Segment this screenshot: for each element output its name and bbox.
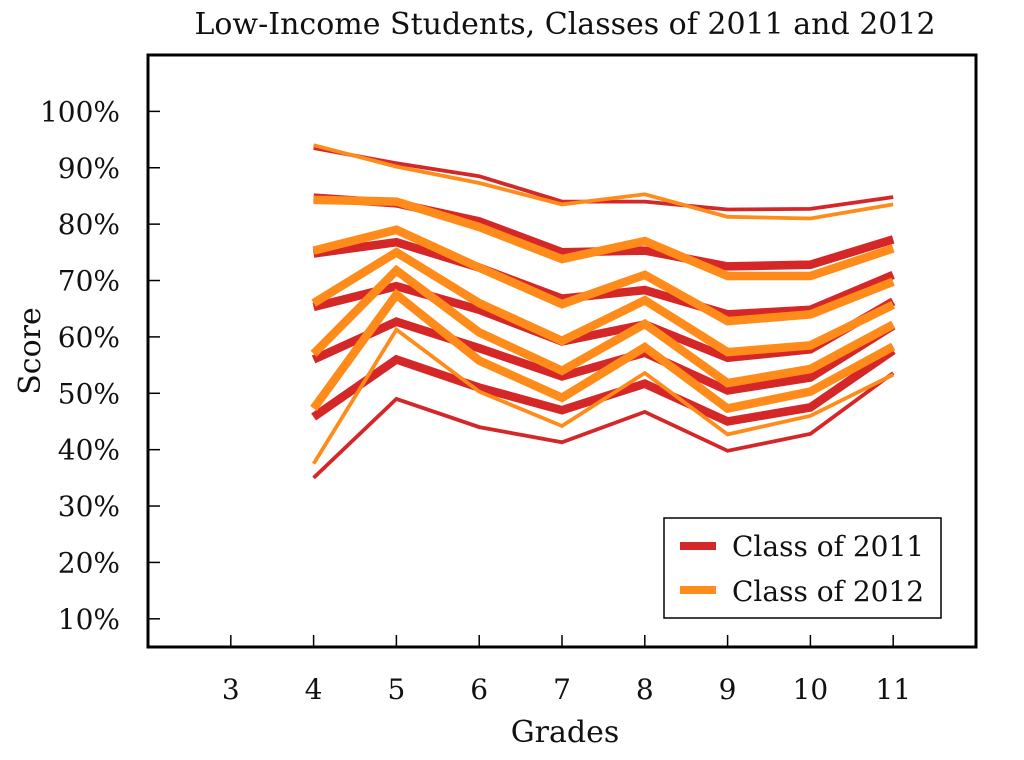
legend-box	[663, 517, 942, 619]
x-tick-label: 7	[553, 673, 571, 706]
x-tick-label: 5	[387, 673, 405, 706]
y-tick-label: 70%	[58, 265, 120, 298]
legend-label-class-2011: Class of 2011	[732, 530, 924, 563]
series-1-line-2	[311, 346, 896, 426]
series-1-line-1	[312, 371, 895, 480]
series-2-line-2	[310, 288, 896, 414]
legend: Class of 2011 Class of 2012	[663, 517, 942, 619]
series-1-line-7	[313, 146, 894, 212]
chart-title: Low-Income Students, Classes of 2011 and…	[194, 7, 935, 42]
series-1-line-5	[313, 237, 895, 319]
x-tick-label: 3	[222, 673, 240, 706]
x-tick-label: 11	[875, 673, 911, 706]
y-axis-label: Score	[13, 307, 48, 395]
y-tick-label: 100%	[40, 95, 120, 128]
y-tick-label: 50%	[58, 377, 120, 410]
y-tick-label: 20%	[58, 546, 120, 579]
series-2-line-6	[313, 195, 895, 281]
x-axis: 3 4 5 6 7 8 9 10 11	[222, 635, 911, 706]
x-tick-label: 9	[719, 673, 737, 706]
series-layer	[310, 143, 896, 480]
series-1-line-3	[311, 317, 896, 395]
series-2-line-1	[311, 326, 895, 465]
y-tick-label: 60%	[58, 321, 120, 354]
series-2-line-7	[313, 143, 894, 221]
y-axis: 10% 20% 30% 40% 50% 60% 70% 80% 90% 100%	[40, 95, 160, 636]
series-2-line-5	[312, 225, 895, 326]
y-tick-label: 10%	[58, 603, 120, 636]
x-axis-label: Grades	[511, 715, 620, 750]
x-tick-label: 6	[470, 673, 488, 706]
y-tick-label: 40%	[58, 434, 120, 467]
legend-label-class-2012: Class of 2012	[732, 575, 924, 608]
y-tick-label: 90%	[58, 152, 120, 185]
x-tick-label: 8	[636, 673, 654, 706]
y-tick-label: 30%	[58, 490, 120, 523]
x-tick-label: 4	[305, 673, 323, 706]
x-tick-label: 10	[793, 673, 829, 706]
y-tick-label: 80%	[58, 208, 120, 241]
series-2-line-4	[311, 247, 896, 357]
series-2-line-3	[310, 264, 896, 388]
